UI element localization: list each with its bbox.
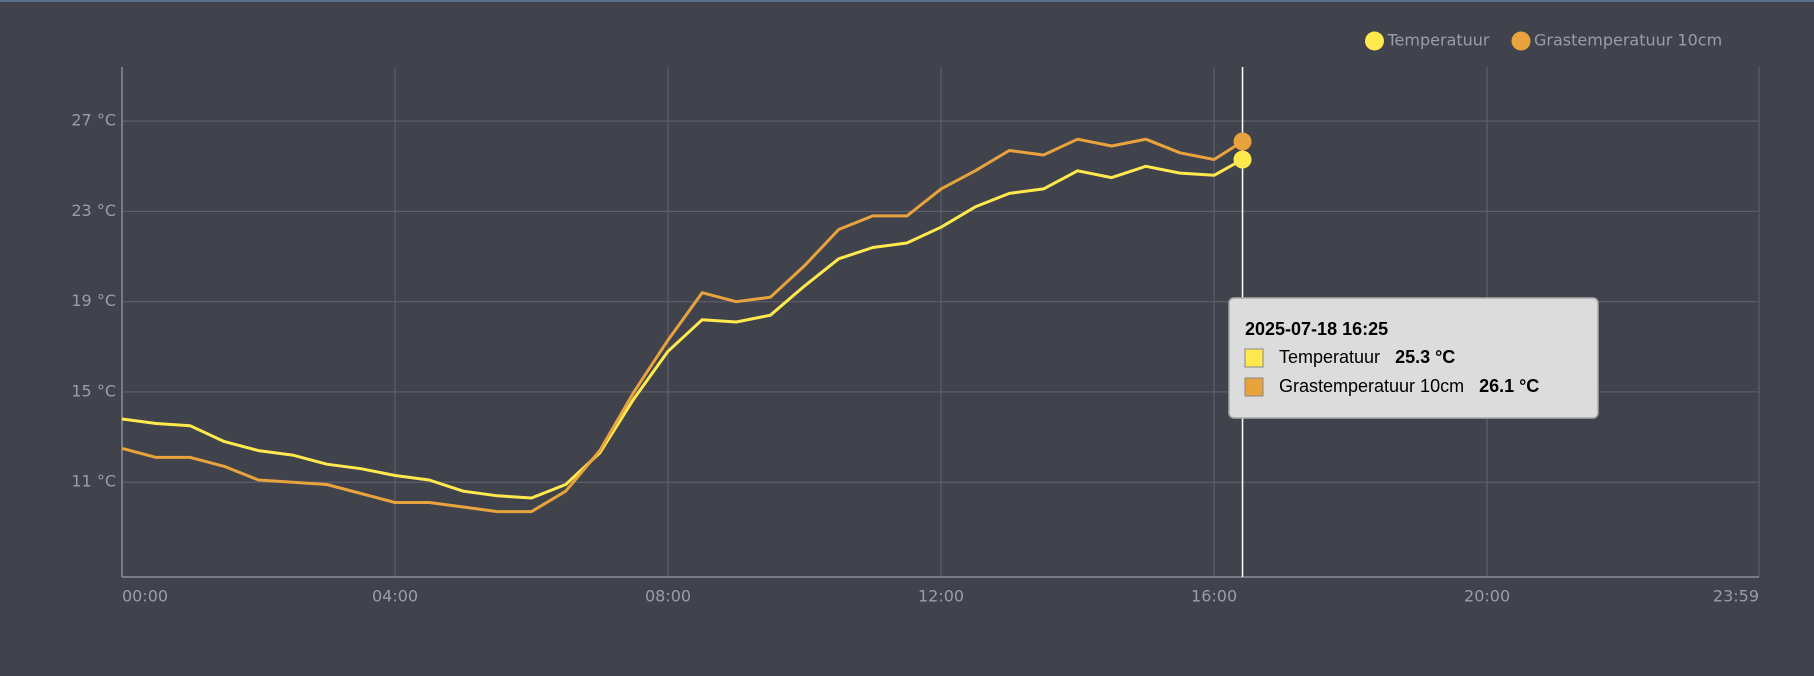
legend-label: Temperatuur: [1387, 31, 1490, 50]
y-tick-label: 19 °C: [71, 291, 116, 310]
tooltip-series-name: Grastemperatuur 10cm: [1279, 376, 1464, 396]
hover-point: [1233, 132, 1252, 151]
tooltip-series-name: Temperatuur: [1279, 347, 1380, 367]
legend-label: Grastemperatuur 10cm: [1534, 31, 1722, 50]
x-tick-label: 04:00: [372, 587, 418, 606]
x-tick-label: 12:00: [918, 587, 964, 606]
legend-marker: [1365, 31, 1384, 51]
x-tick-label: 08:00: [645, 587, 691, 606]
tooltip-box: [1228, 297, 1599, 419]
x-tick-label: 00:00: [122, 587, 168, 606]
x-tick-label: 23:59: [1713, 587, 1759, 606]
series-line: [121, 158, 1244, 500]
tooltip-swatch: [1244, 377, 1264, 397]
tooltip: 2025-07-18 16:25 Temperatuur 25.3 °C Graste…: [1228, 297, 1599, 419]
tooltip-value: 26.1 °C: [1479, 376, 1539, 396]
top-border: [0, 0, 1814, 2]
x-tick-label: 16:00: [1191, 587, 1237, 606]
legend: Temperatuur Grastemperatuur 10cm: [1365, 31, 1722, 51]
tooltip-value: 25.3 °C: [1395, 347, 1455, 367]
series-line: [121, 137, 1244, 514]
hover-point: [1233, 150, 1252, 169]
y-tick-label: 15 °C: [71, 381, 116, 400]
x-tick-label: 20:00: [1464, 587, 1510, 606]
y-tick-label: 23 °C: [71, 201, 116, 220]
y-tick-label: 11 °C: [71, 472, 116, 491]
legend-marker: [1511, 31, 1531, 51]
tooltip-swatch: [1244, 348, 1264, 368]
y-tick-label: 27 °C: [71, 111, 116, 130]
tooltip-title: 2025-07-18 16:25: [1245, 319, 1388, 339]
